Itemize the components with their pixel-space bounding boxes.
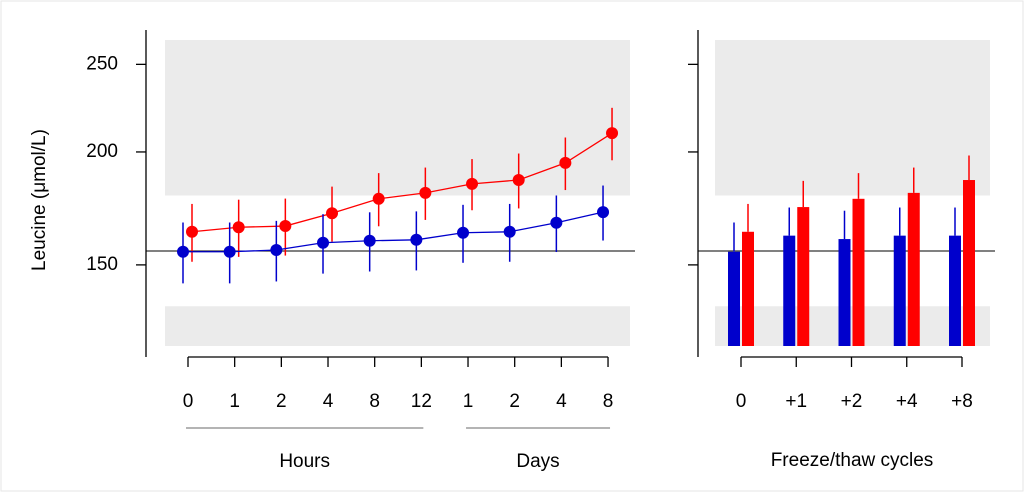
bar xyxy=(893,235,906,346)
point xyxy=(512,174,525,187)
y-tick-label: 250 xyxy=(86,53,118,74)
bar xyxy=(797,207,810,346)
point xyxy=(223,245,236,258)
point xyxy=(559,156,572,169)
bar xyxy=(742,231,754,346)
series-line xyxy=(191,132,613,233)
point xyxy=(177,245,189,258)
point xyxy=(457,226,470,239)
x-tick-label: 2 xyxy=(509,391,520,412)
x-tick-label: 0 xyxy=(183,391,194,412)
x-tick-label: 0 xyxy=(736,391,747,412)
shaded-range xyxy=(165,40,630,196)
x-axis-label: Freeze/thaw cycles xyxy=(771,450,934,471)
x-tick-label: 4 xyxy=(323,391,334,412)
point xyxy=(186,225,198,238)
x-tick-label: +4 xyxy=(896,391,918,412)
point xyxy=(363,234,376,247)
bar xyxy=(949,235,961,346)
bar xyxy=(783,235,796,346)
point xyxy=(466,177,479,190)
bar xyxy=(852,198,865,346)
y-axis-label: Leucine (μmol/L) xyxy=(29,129,50,271)
point xyxy=(232,221,245,234)
point xyxy=(270,243,283,256)
x-tick-label: +2 xyxy=(841,391,863,412)
bar xyxy=(838,239,851,346)
x-tick-label: 12 xyxy=(411,391,432,412)
point xyxy=(317,236,330,249)
x-tick-label: 2 xyxy=(276,391,287,412)
x-tick-label: 1 xyxy=(229,391,240,412)
shaded-range xyxy=(715,40,990,196)
x-tick-label: 4 xyxy=(556,391,567,412)
x-tick-label: 1 xyxy=(463,391,474,412)
series-line xyxy=(183,211,604,253)
bar xyxy=(728,251,740,346)
group-label: Hours xyxy=(279,451,330,472)
y-tick-label: 200 xyxy=(86,141,118,162)
group-label: Days xyxy=(516,451,559,472)
point xyxy=(419,186,432,199)
x-tick-label: +1 xyxy=(785,391,807,412)
point xyxy=(550,216,563,229)
x-tick-label: +8 xyxy=(951,391,973,412)
point xyxy=(279,220,292,233)
point xyxy=(410,233,423,246)
point xyxy=(503,225,516,238)
point xyxy=(372,192,385,205)
point xyxy=(326,207,339,220)
shaded-range xyxy=(165,306,630,346)
y-tick-label: 150 xyxy=(86,254,118,275)
x-tick-label: 8 xyxy=(369,391,380,412)
point xyxy=(606,127,619,140)
bar xyxy=(963,180,975,346)
x-tick-label: 8 xyxy=(603,391,614,412)
point xyxy=(597,206,610,219)
bar xyxy=(907,192,920,346)
